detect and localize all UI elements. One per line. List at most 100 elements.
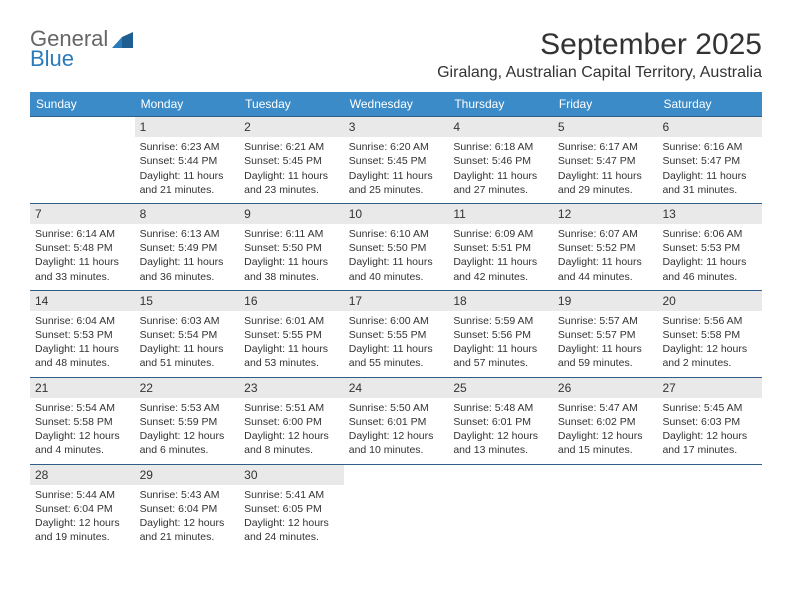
daylight-text: Daylight: 12 hours — [453, 429, 548, 443]
daylight-text: Daylight: 11 hours — [453, 169, 548, 183]
daylight-text: and 55 minutes. — [349, 356, 444, 370]
daylight-text: and 4 minutes. — [35, 443, 130, 457]
week-row: 7Sunrise: 6:14 AMSunset: 5:48 PMDaylight… — [30, 203, 762, 290]
day-number: 12 — [553, 204, 658, 224]
day-number: 16 — [239, 291, 344, 311]
daylight-text: and 38 minutes. — [244, 270, 339, 284]
daylight-text: Daylight: 12 hours — [558, 429, 653, 443]
day-cell: 4Sunrise: 6:18 AMSunset: 5:46 PMDaylight… — [448, 117, 553, 203]
day-number: 17 — [344, 291, 449, 311]
sunrise-text: Sunrise: 5:48 AM — [453, 401, 548, 415]
daylight-text: Daylight: 11 hours — [244, 255, 339, 269]
daylight-text: Daylight: 12 hours — [662, 429, 757, 443]
sunrise-text: Sunrise: 6:10 AM — [349, 227, 444, 241]
daylight-text: and 57 minutes. — [453, 356, 548, 370]
calendar: SundayMondayTuesdayWednesdayThursdayFrid… — [30, 92, 762, 550]
daylight-text: and 59 minutes. — [558, 356, 653, 370]
sunrise-text: Sunrise: 5:54 AM — [35, 401, 130, 415]
day-number: 6 — [657, 117, 762, 137]
sunset-text: Sunset: 6:03 PM — [662, 415, 757, 429]
brand-mark-icon — [112, 32, 134, 55]
sunrise-text: Sunrise: 5:45 AM — [662, 401, 757, 415]
sunrise-text: Sunrise: 5:53 AM — [140, 401, 235, 415]
daylight-text: Daylight: 11 hours — [140, 169, 235, 183]
day-number: 3 — [344, 117, 449, 137]
sunrise-text: Sunrise: 5:51 AM — [244, 401, 339, 415]
weekday-friday: Friday — [553, 92, 658, 116]
sunset-text: Sunset: 5:44 PM — [140, 154, 235, 168]
day-number: 13 — [657, 204, 762, 224]
daylight-text: Daylight: 11 hours — [453, 342, 548, 356]
day-number: 14 — [30, 291, 135, 311]
daylight-text: Daylight: 11 hours — [662, 255, 757, 269]
daylight-text: and 17 minutes. — [662, 443, 757, 457]
daylight-text: and 25 minutes. — [349, 183, 444, 197]
sunrise-text: Sunrise: 5:59 AM — [453, 314, 548, 328]
day-cell: 30Sunrise: 5:41 AMSunset: 6:05 PMDayligh… — [239, 465, 344, 551]
sunrise-text: Sunrise: 6:23 AM — [140, 140, 235, 154]
sunrise-text: Sunrise: 6:11 AM — [244, 227, 339, 241]
day-number: 1 — [135, 117, 240, 137]
day-cell: 24Sunrise: 5:50 AMSunset: 6:01 PMDayligh… — [344, 378, 449, 464]
day-number: 7 — [30, 204, 135, 224]
day-cell: 2Sunrise: 6:21 AMSunset: 5:45 PMDaylight… — [239, 117, 344, 203]
sunset-text: Sunset: 6:00 PM — [244, 415, 339, 429]
day-number: 24 — [344, 378, 449, 398]
day-cell-empty — [448, 465, 553, 551]
day-cell: 19Sunrise: 5:57 AMSunset: 5:57 PMDayligh… — [553, 291, 658, 377]
day-cell: 8Sunrise: 6:13 AMSunset: 5:49 PMDaylight… — [135, 204, 240, 290]
daylight-text: Daylight: 12 hours — [244, 516, 339, 530]
daylight-text: and 27 minutes. — [453, 183, 548, 197]
day-number: 18 — [448, 291, 553, 311]
brand-blue: Blue — [30, 48, 108, 70]
day-cell: 26Sunrise: 5:47 AMSunset: 6:02 PMDayligh… — [553, 378, 658, 464]
daylight-text: and 51 minutes. — [140, 356, 235, 370]
daylight-text: and 48 minutes. — [35, 356, 130, 370]
day-cell: 3Sunrise: 6:20 AMSunset: 5:45 PMDaylight… — [344, 117, 449, 203]
sunrise-text: Sunrise: 5:47 AM — [558, 401, 653, 415]
daylight-text: and 33 minutes. — [35, 270, 130, 284]
daylight-text: Daylight: 11 hours — [662, 169, 757, 183]
sunrise-text: Sunrise: 6:16 AM — [662, 140, 757, 154]
daylight-text: and 31 minutes. — [662, 183, 757, 197]
sunrise-text: Sunrise: 6:20 AM — [349, 140, 444, 154]
location-subtitle: Giralang, Australian Capital Territory, … — [437, 64, 762, 82]
sunset-text: Sunset: 5:47 PM — [662, 154, 757, 168]
day-cell: 7Sunrise: 6:14 AMSunset: 5:48 PMDaylight… — [30, 204, 135, 290]
daylight-text: and 23 minutes. — [244, 183, 339, 197]
daylight-text: Daylight: 11 hours — [35, 255, 130, 269]
sunset-text: Sunset: 5:55 PM — [244, 328, 339, 342]
daylight-text: and 42 minutes. — [453, 270, 548, 284]
day-cell-empty — [657, 465, 762, 551]
daylight-text: and 21 minutes. — [140, 183, 235, 197]
daylight-text: Daylight: 11 hours — [453, 255, 548, 269]
day-number: 10 — [344, 204, 449, 224]
sunrise-text: Sunrise: 6:04 AM — [35, 314, 130, 328]
daylight-text: and 6 minutes. — [140, 443, 235, 457]
sunset-text: Sunset: 5:46 PM — [453, 154, 548, 168]
daylight-text: Daylight: 11 hours — [558, 169, 653, 183]
sunset-text: Sunset: 5:58 PM — [662, 328, 757, 342]
day-number: 8 — [135, 204, 240, 224]
daylight-text: and 15 minutes. — [558, 443, 653, 457]
sunrise-text: Sunrise: 6:17 AM — [558, 140, 653, 154]
day-cell: 15Sunrise: 6:03 AMSunset: 5:54 PMDayligh… — [135, 291, 240, 377]
sunset-text: Sunset: 5:59 PM — [140, 415, 235, 429]
daylight-text: and 10 minutes. — [349, 443, 444, 457]
sunset-text: Sunset: 5:53 PM — [662, 241, 757, 255]
daylight-text: Daylight: 11 hours — [244, 169, 339, 183]
sunset-text: Sunset: 5:57 PM — [558, 328, 653, 342]
sunrise-text: Sunrise: 6:06 AM — [662, 227, 757, 241]
weekday-monday: Monday — [135, 92, 240, 116]
day-cell: 1 Sunrise: 6:23 AMSunset: 5:44 PMDaylight… — [135, 117, 240, 203]
sunset-text: Sunset: 6:01 PM — [349, 415, 444, 429]
week-row: 1Sunrise: 6:23 AMSunset: 5:44 PMDaylight… — [30, 116, 762, 203]
weekday-saturday: Saturday — [657, 92, 762, 116]
daylight-text: Daylight: 11 hours — [140, 342, 235, 356]
daylight-text: and 46 minutes. — [662, 270, 757, 284]
daylight-text: Daylight: 11 hours — [349, 342, 444, 356]
sunrise-text: Sunrise: 5:57 AM — [558, 314, 653, 328]
day-cell: 25Sunrise: 5:48 AMSunset: 6:01 PMDayligh… — [448, 378, 553, 464]
sunset-text: Sunset: 5:58 PM — [35, 415, 130, 429]
daylight-text: Daylight: 12 hours — [35, 516, 130, 530]
